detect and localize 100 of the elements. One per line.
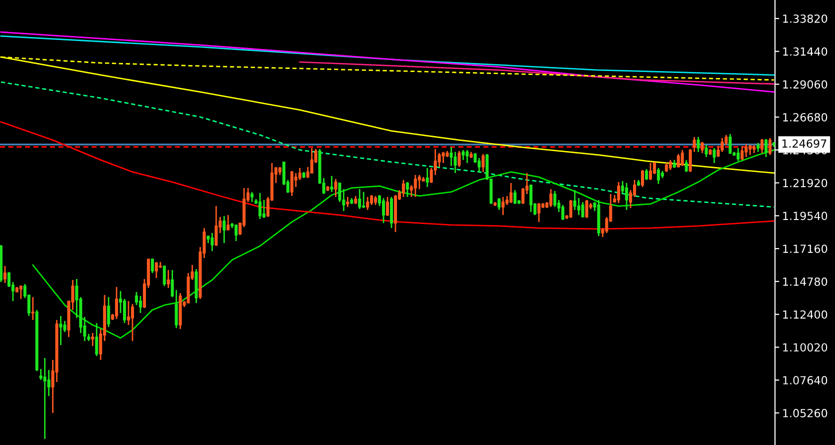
line-series xyxy=(32,149,775,339)
candlestick xyxy=(478,157,481,173)
candlestick xyxy=(553,190,556,208)
candlestick xyxy=(482,153,485,173)
candlestick xyxy=(581,201,584,218)
candlestick xyxy=(214,205,218,247)
candlestick xyxy=(521,187,524,205)
candlestick xyxy=(716,145,720,158)
candlestick xyxy=(625,182,628,211)
candlestick xyxy=(226,214,230,231)
candlestick xyxy=(31,296,34,321)
candlestick xyxy=(656,167,660,185)
candlestick xyxy=(330,175,334,193)
candlestick xyxy=(617,181,620,204)
candlestick xyxy=(358,188,362,210)
candlestick xyxy=(91,332,94,347)
line-series xyxy=(0,81,775,208)
y-tick-label: 1.19540 xyxy=(783,212,828,220)
candlestick xyxy=(234,224,238,242)
candlestick xyxy=(402,179,405,198)
candlestick xyxy=(130,303,134,342)
candlestick xyxy=(684,159,688,173)
candlestick xyxy=(585,199,588,219)
candlestick xyxy=(498,197,501,211)
candlestick xyxy=(728,133,732,155)
candlestick xyxy=(466,149,469,164)
candlestick xyxy=(47,369,50,397)
candlestick xyxy=(346,196,350,208)
ref-line-label: 1.24697 xyxy=(782,139,826,148)
candlestick xyxy=(290,170,294,197)
candlestick xyxy=(386,196,390,217)
y-tick-label: 1.33820 xyxy=(783,14,828,23)
candlestick xyxy=(298,167,302,181)
candlestick xyxy=(43,357,46,440)
candlestick xyxy=(768,137,772,156)
candlestick xyxy=(573,189,576,211)
candlestick xyxy=(338,182,342,203)
candlestick xyxy=(712,147,716,164)
candlestick xyxy=(720,137,724,153)
y-tick-label: 1.29060 xyxy=(783,80,828,89)
y-tick-label: 1.21920 xyxy=(783,178,828,188)
y-tick-label: 1.14780 xyxy=(783,277,828,286)
candlestick xyxy=(764,138,768,158)
candlestick xyxy=(569,199,572,219)
candlestick xyxy=(676,153,680,168)
candlestick xyxy=(640,169,644,188)
candlestick xyxy=(222,215,226,244)
y-tick-label: 1.12400 xyxy=(783,310,828,319)
candlestick xyxy=(462,149,465,161)
candlestick xyxy=(549,188,552,208)
candlestick xyxy=(7,271,10,288)
candlestick xyxy=(736,147,740,162)
candlestick xyxy=(258,192,262,220)
candlestick xyxy=(748,144,752,156)
candlestick xyxy=(744,143,748,158)
y-tick-label: 1.26680 xyxy=(783,113,828,122)
candlestick xyxy=(162,265,166,287)
candlestick xyxy=(537,202,540,223)
candlestick xyxy=(382,197,386,224)
candlestick xyxy=(438,152,441,168)
candlestick xyxy=(561,204,564,221)
candlestick xyxy=(648,162,652,181)
candlestick xyxy=(740,145,744,161)
candlestick xyxy=(442,151,445,164)
candlestick xyxy=(134,291,138,306)
candlestick xyxy=(19,285,22,300)
candlestick xyxy=(426,167,429,188)
y-tick-label: 1.10020 xyxy=(783,343,828,352)
candlestick xyxy=(154,261,158,279)
candlestick xyxy=(3,265,6,284)
candlestick xyxy=(362,191,366,209)
candlestick xyxy=(126,300,130,326)
candlestick xyxy=(704,144,708,158)
candlestick xyxy=(454,151,457,174)
candlestick xyxy=(510,182,513,204)
candlestick xyxy=(406,181,409,198)
y-tick-label: 1.17160 xyxy=(783,244,828,253)
candlestick xyxy=(262,199,266,219)
candlestick xyxy=(760,138,764,154)
line-series xyxy=(0,35,775,76)
line-series xyxy=(0,121,775,230)
candlestick xyxy=(310,147,314,174)
candlestick xyxy=(150,258,154,274)
y-tick-label: 1.05260 xyxy=(783,408,828,418)
candlestick xyxy=(123,298,126,324)
candlestick xyxy=(107,296,110,328)
candlestick xyxy=(680,149,684,167)
candlestick xyxy=(370,194,374,206)
line-series xyxy=(299,61,775,85)
candlestick xyxy=(458,150,461,168)
candlestick xyxy=(700,141,704,154)
candlestick xyxy=(366,196,370,211)
candlestick xyxy=(474,152,477,164)
candlestick xyxy=(210,232,214,252)
line-series xyxy=(0,31,775,93)
candlestick xyxy=(696,136,700,153)
candlestick xyxy=(138,295,142,314)
candlestick xyxy=(115,286,118,320)
candlestick xyxy=(250,191,254,203)
candlestick xyxy=(502,196,505,216)
